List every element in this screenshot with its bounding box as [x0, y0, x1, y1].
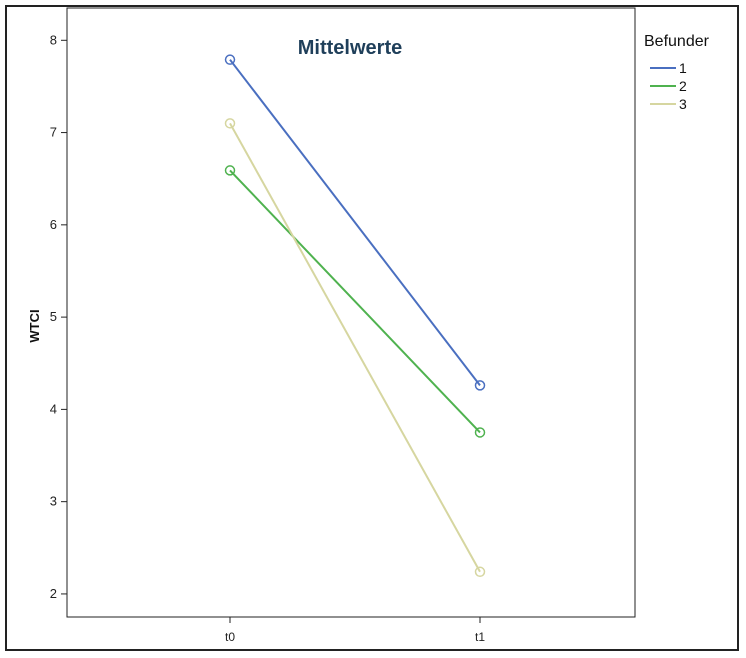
legend: Befunder 1 2 3 — [644, 33, 710, 112]
y-tick-label: 7 — [50, 125, 57, 140]
series-2 — [224, 165, 486, 438]
series-lines — [224, 54, 486, 578]
y-axis-title: WTCI — [27, 309, 42, 342]
x-axis: t0 t1 — [225, 617, 485, 644]
legend-label: 1 — [679, 60, 687, 76]
data-point-marker — [474, 380, 486, 391]
legend-label: 2 — [679, 78, 687, 94]
y-axis: 2 3 4 5 6 7 8 — [50, 32, 67, 601]
y-tick-label: 3 — [50, 494, 57, 509]
plot-area — [66, 7, 636, 618]
data-point-marker — [224, 54, 236, 65]
x-tick-label: t0 — [225, 630, 235, 644]
y-tick-label: 2 — [50, 586, 57, 601]
data-point-marker — [474, 566, 486, 578]
series-1 — [224, 54, 486, 391]
series-3 — [224, 118, 486, 578]
data-point-marker — [224, 165, 236, 176]
data-point-marker — [474, 427, 486, 438]
x-tick-label: t1 — [475, 630, 485, 644]
legend-label: 3 — [679, 96, 687, 112]
series-line — [229, 59, 481, 387]
y-tick-label: 6 — [50, 217, 57, 232]
series-line — [229, 122, 481, 573]
y-tick-label: 4 — [50, 401, 57, 416]
chart-title: Mittelwerte — [298, 37, 402, 59]
data-point-marker — [224, 118, 236, 129]
y-tick-label: 5 — [50, 309, 57, 324]
y-tick-label: 8 — [50, 32, 57, 47]
series-line — [229, 169, 481, 434]
legend-title: Befunder — [644, 33, 710, 50]
